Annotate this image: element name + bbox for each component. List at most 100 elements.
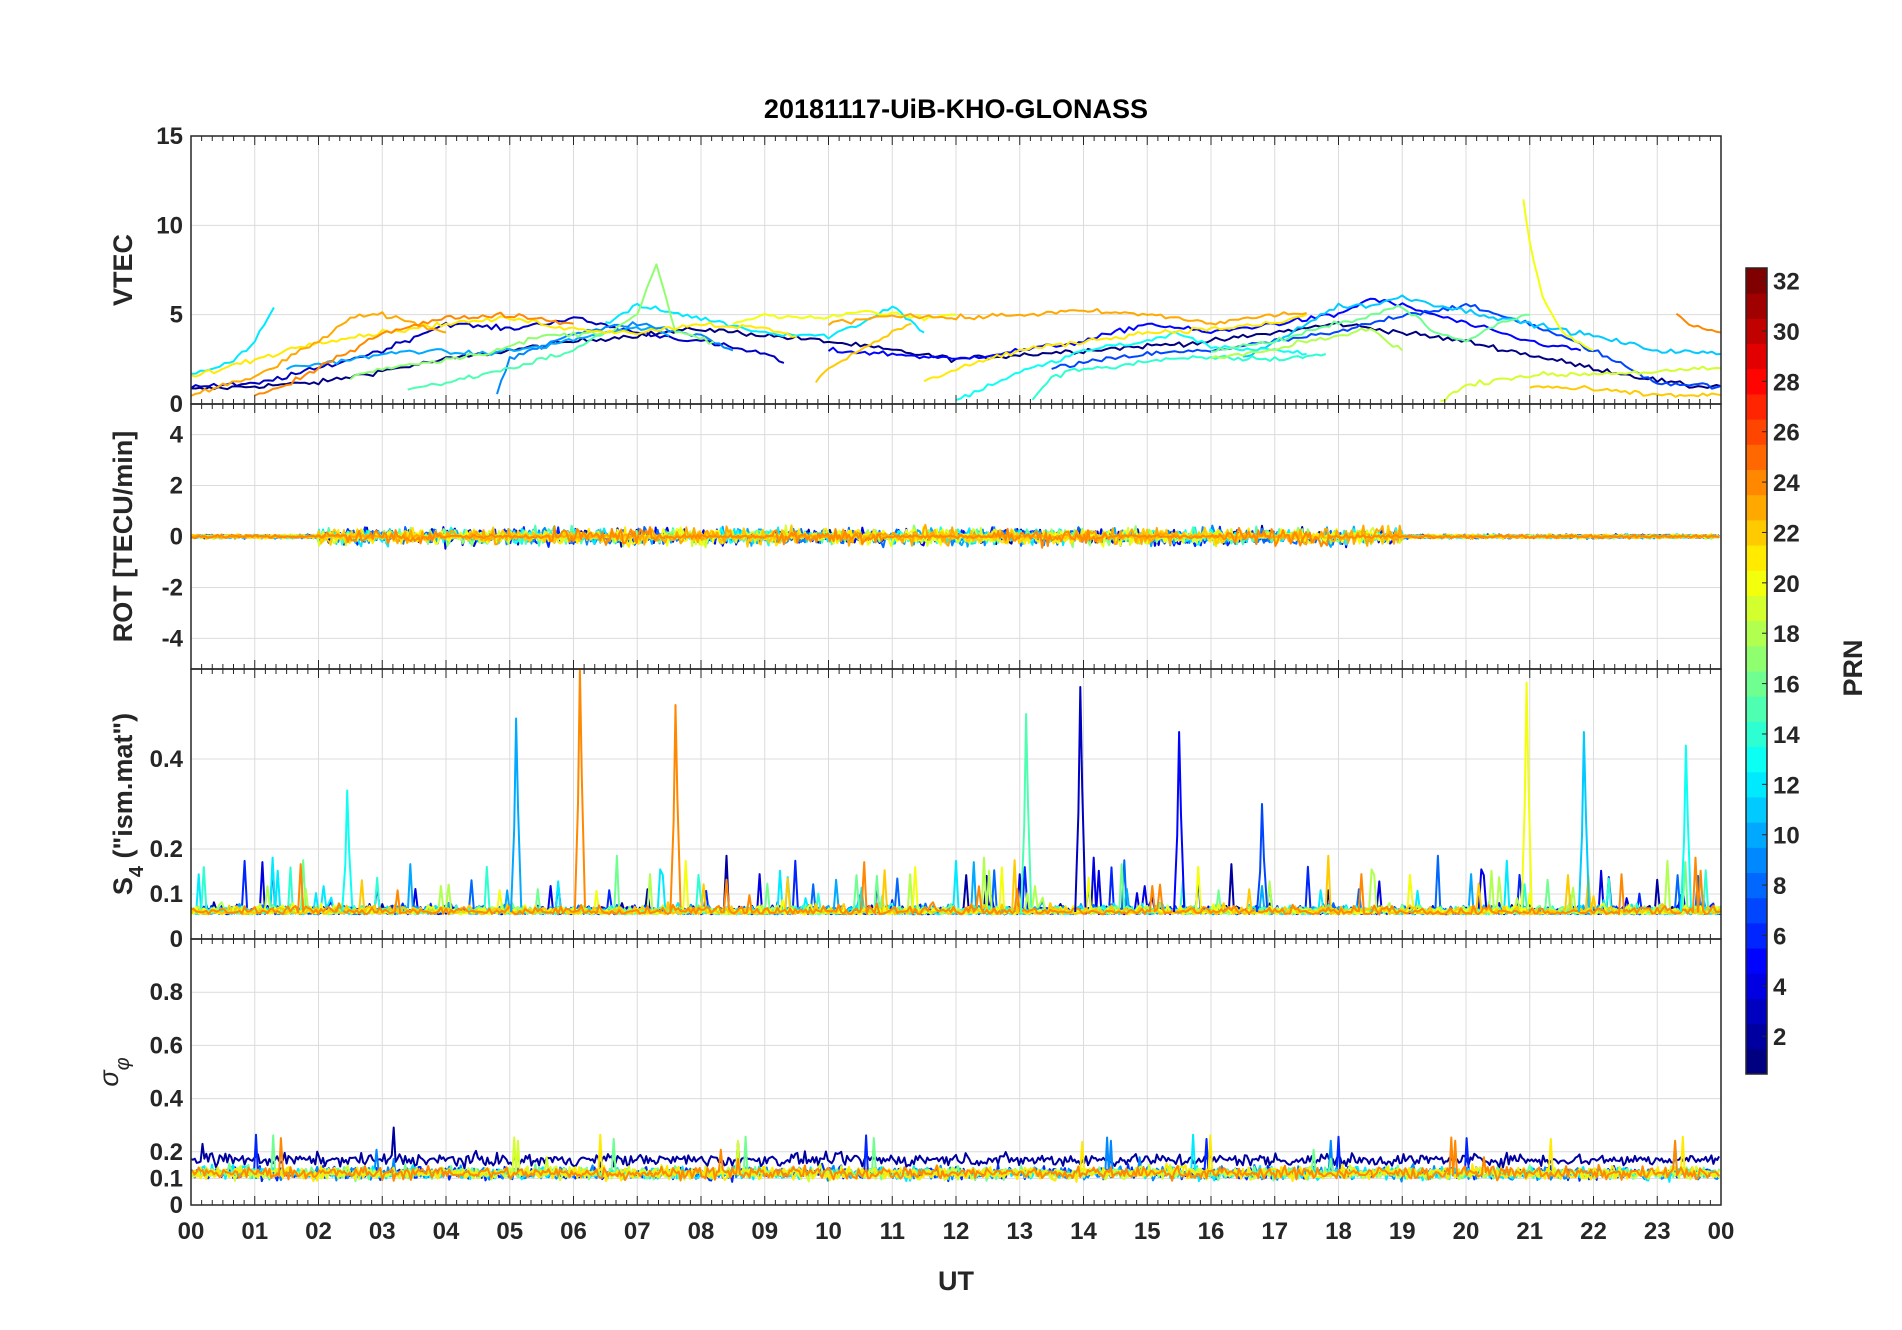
colorbar-swatch: [1746, 973, 1767, 999]
y-tick-label: 0: [170, 524, 183, 551]
colorbar-tick-label: 14: [1773, 722, 1800, 749]
vtec-series-prn-24: [1675, 312, 1721, 334]
y-tick-label: 0.4: [150, 1086, 184, 1113]
y-tick-label: 2: [170, 473, 183, 500]
colorbar-swatch: [1746, 796, 1767, 823]
colorbar-swatch: [1746, 822, 1767, 848]
vtec-series-prn-5: [827, 297, 1582, 360]
colorbar-frame: [1745, 267, 1768, 1075]
colorbar-tick-label: 4: [1773, 974, 1787, 1001]
colorbar-swatch: [1746, 293, 1767, 319]
x-tick-label: 13: [1006, 1218, 1033, 1245]
colorbar-tick-label: 10: [1773, 823, 1800, 850]
colorbar-swatch: [1746, 696, 1767, 722]
vtec-series-prn-19: [1440, 365, 1721, 402]
x-tick-label: 03: [369, 1218, 396, 1245]
x-tick-label: 00: [1708, 1218, 1735, 1245]
s4-peak-prn-5: [1173, 731, 1186, 913]
x-tick-label: 16: [1198, 1218, 1225, 1245]
colorbar-swatch: [1746, 1048, 1767, 1075]
vtec-series-prn-24: [254, 311, 574, 397]
colorbar-swatch: [1746, 368, 1767, 395]
colorbar-tick-label: 16: [1773, 672, 1800, 699]
colorbar-swatch: [1746, 343, 1767, 370]
x-tick-label: 02: [305, 1218, 332, 1245]
colorbar-swatch: [1746, 721, 1767, 748]
y-axis-label-sub: 4: [126, 865, 148, 877]
y-tick-label: 0.4: [150, 746, 184, 773]
colorbar-swatch: [1746, 922, 1767, 949]
colorbar-swatch: [1746, 545, 1767, 571]
colorbar-label: PRN: [1838, 639, 1868, 696]
vtec-series-prn-23: [827, 308, 1307, 326]
colorbar-tick-label: 30: [1773, 319, 1800, 346]
colorbar-swatch: [1746, 268, 1767, 294]
y-axis-label-main: S: [108, 877, 138, 895]
colorbar-tick-label: 24: [1773, 470, 1800, 497]
colorbar-tick-label: 12: [1773, 772, 1800, 799]
y-tick-label: 10: [156, 212, 183, 239]
plot-area-vtec: [191, 199, 1721, 402]
y-axis-label-main: σ: [94, 1069, 124, 1087]
x-tick-label: 07: [624, 1218, 651, 1245]
panel-sigma: 00.10.2 0.4 0.6 0.8 σφ 00 01 02 03 04 05 06 07 08 09 10…: [94, 938, 1735, 1245]
y-tick-label: 0.2: [150, 836, 183, 863]
x-tick-label: 18: [1325, 1218, 1352, 1245]
colorbar-tick-label: 18: [1773, 621, 1800, 648]
s4-peak-prn-13: [1679, 744, 1692, 913]
x-axis-label: UT: [938, 1266, 974, 1296]
colorbar-tick-label: 8: [1773, 873, 1786, 900]
chart-title: 20181117-UiB-KHO-GLONASS: [764, 94, 1148, 124]
colorbar-tick-label: 2: [1773, 1024, 1786, 1051]
vtec-series-prn-14: [1031, 353, 1327, 401]
s4-peak-prn-15: [1020, 713, 1033, 913]
y-tick-label: 0: [170, 926, 183, 953]
colorbar-swatch: [1746, 671, 1767, 697]
x-tick-label: 00: [178, 1218, 205, 1245]
colorbar-swatch: [1746, 645, 1767, 672]
vtec-series-prn-22: [814, 322, 912, 383]
y-tick-label: 0.1: [150, 881, 183, 908]
x-tick-label: 12: [943, 1218, 970, 1245]
x-tick-label: 15: [1134, 1218, 1161, 1245]
y-tick-label: -4: [162, 625, 184, 652]
x-tick-label: 06: [560, 1218, 587, 1245]
plot-area-s4: [191, 669, 1721, 916]
y-tick-label: 0: [170, 391, 183, 418]
vtec-series-prn-16: [1210, 304, 1530, 353]
panel-s4: 0 0.1 0.2 0.4 S4 ("ism.mat"): [108, 668, 1722, 953]
colorbar-swatch: [1746, 393, 1767, 420]
colorbar-swatch: [1746, 469, 1767, 496]
s4-peak-prn-11: [1577, 731, 1590, 913]
vtec-series-prn-23: [191, 311, 447, 397]
vtec-series-prn-3: [191, 316, 785, 389]
s4-peak-prn-7: [1255, 803, 1269, 913]
y-tick-label: 0: [170, 1192, 183, 1219]
y-axis-label-sub: φ: [112, 1057, 134, 1070]
colorbar-tick-label: 22: [1773, 520, 1800, 547]
x-tick-label: 19: [1389, 1218, 1416, 1245]
s4-peak-prn-10: [510, 717, 523, 913]
vtec-series-prn-17: [349, 263, 715, 381]
x-tick-label: 11: [880, 1218, 905, 1245]
x-tick-label: 09: [751, 1218, 778, 1245]
colorbar-swatch: [1746, 847, 1767, 873]
colorbar-swatch: [1746, 771, 1767, 798]
y-axis-label-rest: ("ism.mat"): [108, 713, 138, 866]
colorbar-swatch: [1746, 746, 1767, 773]
colorbar-swatch: [1746, 620, 1767, 647]
vtec-series-prn-18: [1210, 327, 1404, 360]
vtec-series-prn-21: [191, 315, 797, 378]
x-tick-label: 05: [496, 1218, 523, 1245]
colorbar-swatch: [1746, 948, 1767, 974]
colorbar-tick-label: 26: [1773, 420, 1800, 447]
panel-rot: -4 -2 0 2 4 ROT [TECU/min]: [108, 403, 1722, 670]
x-tick-label: 23: [1644, 1218, 1671, 1245]
panel-frame: [190, 938, 1722, 1206]
s4-peak-prn-13: [341, 789, 354, 913]
x-tick-label: 17: [1261, 1218, 1288, 1245]
s4-peak-prn-24: [573, 669, 586, 913]
y-tick-label: 0.6: [150, 1032, 183, 1059]
